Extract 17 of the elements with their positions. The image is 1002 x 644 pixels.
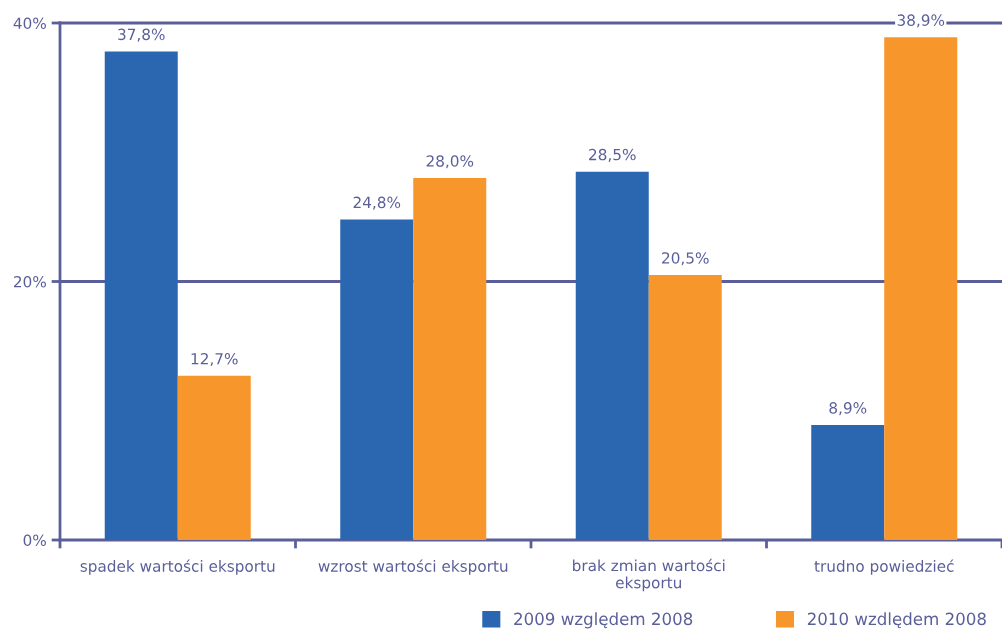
data-label: 20,5% — [662, 252, 709, 266]
data-label: 28,0% — [426, 155, 474, 169]
data-label: 28,5% — [589, 148, 636, 162]
y-tick-label: 0% — [23, 534, 46, 547]
y-tick-label: 20% — [13, 275, 46, 288]
x-tick-label: brak zmian wartości eksportu — [573, 558, 725, 592]
data-label: 8,9% — [829, 402, 867, 416]
data-label: 12,7% — [191, 353, 238, 367]
x-tick-label: wzrost wartości eksportu — [318, 559, 508, 575]
data-label: 24,8% — [353, 196, 401, 210]
x-tick-label: spadek wartości eksportu — [80, 559, 275, 575]
x-tick-label: trudno powiedzieć — [814, 559, 954, 575]
data-label: 38,9% — [897, 14, 945, 28]
legend-label: 2010 wzdlędem 2008 — [807, 612, 986, 629]
legend-label: 2009 względem 2008 — [514, 612, 693, 629]
y-tick-label: 40% — [13, 17, 46, 30]
data-label: 37,8% — [118, 28, 165, 42]
